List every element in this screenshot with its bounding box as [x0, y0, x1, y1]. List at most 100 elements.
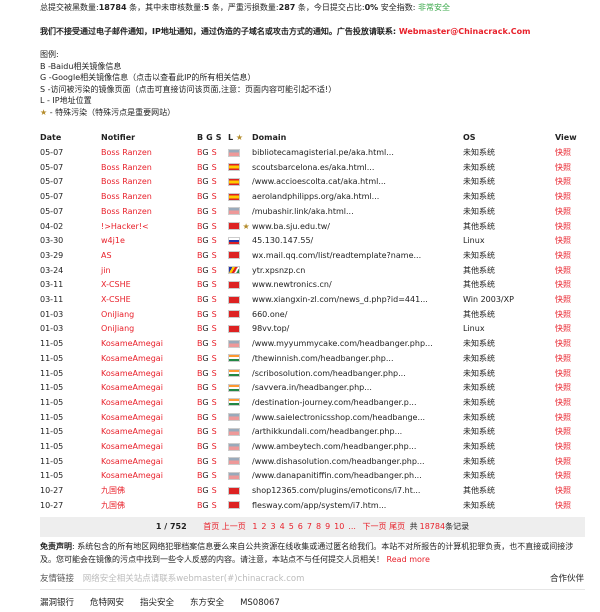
- next-page-link[interactable]: 下一页: [362, 522, 387, 531]
- snapshot-link[interactable]: 快照: [555, 148, 571, 157]
- baidu-link[interactable]: B: [197, 500, 203, 510]
- google-link[interactable]: G: [202, 456, 209, 466]
- mirror-link[interactable]: S: [211, 324, 217, 334]
- read-more-link[interactable]: Read more: [386, 555, 430, 564]
- baidu-link[interactable]: B: [197, 250, 203, 260]
- baidu-link[interactable]: B: [197, 324, 203, 334]
- mirror-link[interactable]: S: [211, 442, 217, 452]
- snapshot-link[interactable]: 快照: [555, 412, 571, 422]
- google-link[interactable]: G: [202, 177, 209, 187]
- mirror-link[interactable]: S: [211, 471, 217, 481]
- snapshot-link[interactable]: 快照: [555, 192, 571, 202]
- baidu-link[interactable]: B: [197, 339, 203, 349]
- mirror-link[interactable]: S: [211, 353, 217, 363]
- notifier-link[interactable]: OniJiang: [101, 309, 135, 319]
- snapshot-link[interactable]: 快照: [555, 309, 571, 319]
- notifier-link[interactable]: jin: [101, 265, 111, 275]
- mirror-link[interactable]: S: [211, 456, 217, 466]
- notifier-link[interactable]: AS: [101, 250, 112, 260]
- notifier-link[interactable]: Boss Ranzen: [101, 162, 152, 172]
- baidu-link[interactable]: B: [197, 148, 203, 157]
- google-link[interactable]: G: [202, 162, 209, 172]
- notifier-link[interactable]: !>Hacker!<: [101, 221, 149, 231]
- baidu-link[interactable]: B: [197, 456, 203, 466]
- snapshot-link[interactable]: 快照: [555, 324, 571, 334]
- mirror-link[interactable]: S: [211, 295, 217, 305]
- snapshot-link[interactable]: 快照: [555, 339, 571, 349]
- mirror-link[interactable]: S: [211, 148, 217, 157]
- notifier-link[interactable]: 九国佛: [101, 500, 125, 510]
- baidu-link[interactable]: B: [197, 206, 203, 216]
- mirror-link[interactable]: S: [211, 383, 217, 393]
- mirror-link[interactable]: S: [211, 206, 217, 216]
- baidu-link[interactable]: B: [197, 309, 203, 319]
- google-link[interactable]: G: [202, 295, 209, 305]
- notifier-link[interactable]: KosameAmegai: [101, 368, 163, 378]
- mirror-link[interactable]: S: [211, 236, 217, 246]
- baidu-link[interactable]: B: [197, 353, 203, 363]
- notifier-link[interactable]: X-CSHE: [101, 280, 131, 290]
- notifier-link[interactable]: Boss Ranzen: [101, 177, 152, 187]
- mirror-link[interactable]: S: [211, 309, 217, 319]
- snapshot-link[interactable]: 快照: [555, 295, 571, 305]
- notifier-link[interactable]: KosameAmegai: [101, 412, 163, 422]
- snapshot-link[interactable]: 快照: [555, 397, 571, 407]
- partner-link[interactable]: 指尖安全: [140, 598, 175, 608]
- baidu-link[interactable]: B: [197, 162, 203, 172]
- notifier-link[interactable]: 九国佛: [101, 486, 125, 496]
- baidu-link[interactable]: B: [197, 471, 203, 481]
- mirror-link[interactable]: S: [211, 250, 217, 260]
- notifier-link[interactable]: KosameAmegai: [101, 339, 163, 349]
- google-link[interactable]: G: [202, 265, 209, 275]
- first-page-link[interactable]: 首页: [203, 522, 220, 531]
- baidu-link[interactable]: B: [197, 236, 203, 246]
- baidu-link[interactable]: B: [197, 383, 203, 393]
- page-link[interactable]: 7: [306, 522, 312, 531]
- snapshot-link[interactable]: 快照: [555, 353, 571, 363]
- mirror-link[interactable]: S: [211, 265, 217, 275]
- google-link[interactable]: G: [202, 412, 209, 422]
- snapshot-link[interactable]: 快照: [555, 368, 571, 378]
- baidu-link[interactable]: B: [197, 280, 203, 290]
- snapshot-link[interactable]: 快照: [555, 177, 571, 187]
- notifier-link[interactable]: KosameAmegai: [101, 383, 163, 393]
- page-link[interactable]: 5: [288, 522, 294, 531]
- baidu-link[interactable]: B: [197, 442, 203, 452]
- notifier-link[interactable]: KosameAmegai: [101, 456, 163, 466]
- notifier-link[interactable]: Boss Ranzen: [101, 148, 152, 157]
- page-link[interactable]: ...: [348, 522, 356, 531]
- notifier-link[interactable]: KosameAmegai: [101, 353, 163, 363]
- google-link[interactable]: G: [202, 309, 209, 319]
- baidu-link[interactable]: B: [197, 192, 203, 202]
- snapshot-link[interactable]: 快照: [555, 250, 571, 260]
- snapshot-link[interactable]: 快照: [555, 471, 571, 481]
- google-link[interactable]: G: [202, 353, 209, 363]
- google-link[interactable]: G: [202, 192, 209, 202]
- snapshot-link[interactable]: 快照: [555, 221, 571, 231]
- page-link[interactable]: 10: [334, 522, 345, 531]
- snapshot-link[interactable]: 快照: [555, 162, 571, 172]
- notifier-link[interactable]: KosameAmegai: [101, 442, 163, 452]
- page-link[interactable]: 3: [270, 522, 276, 531]
- notifier-link[interactable]: OniJiang: [101, 324, 135, 334]
- google-link[interactable]: G: [202, 236, 209, 246]
- mirror-link[interactable]: S: [211, 397, 217, 407]
- mirror-link[interactable]: S: [211, 162, 217, 172]
- google-link[interactable]: G: [202, 221, 209, 231]
- baidu-link[interactable]: B: [197, 486, 203, 496]
- page-link[interactable]: 6: [297, 522, 303, 531]
- google-link[interactable]: G: [202, 206, 209, 216]
- notifier-link[interactable]: KosameAmegai: [101, 397, 163, 407]
- page-link[interactable]: 2: [261, 522, 267, 531]
- google-link[interactable]: G: [202, 383, 209, 393]
- baidu-link[interactable]: B: [197, 295, 203, 305]
- mirror-link[interactable]: S: [211, 177, 217, 187]
- snapshot-link[interactable]: 快照: [555, 280, 571, 290]
- google-link[interactable]: G: [202, 427, 209, 437]
- snapshot-link[interactable]: 快照: [555, 456, 571, 466]
- last-page-link[interactable]: 尾页: [389, 522, 406, 531]
- notifier-link[interactable]: KosameAmegai: [101, 471, 163, 481]
- baidu-link[interactable]: B: [197, 177, 203, 187]
- mirror-link[interactable]: S: [211, 486, 217, 496]
- mirror-link[interactable]: S: [211, 280, 217, 290]
